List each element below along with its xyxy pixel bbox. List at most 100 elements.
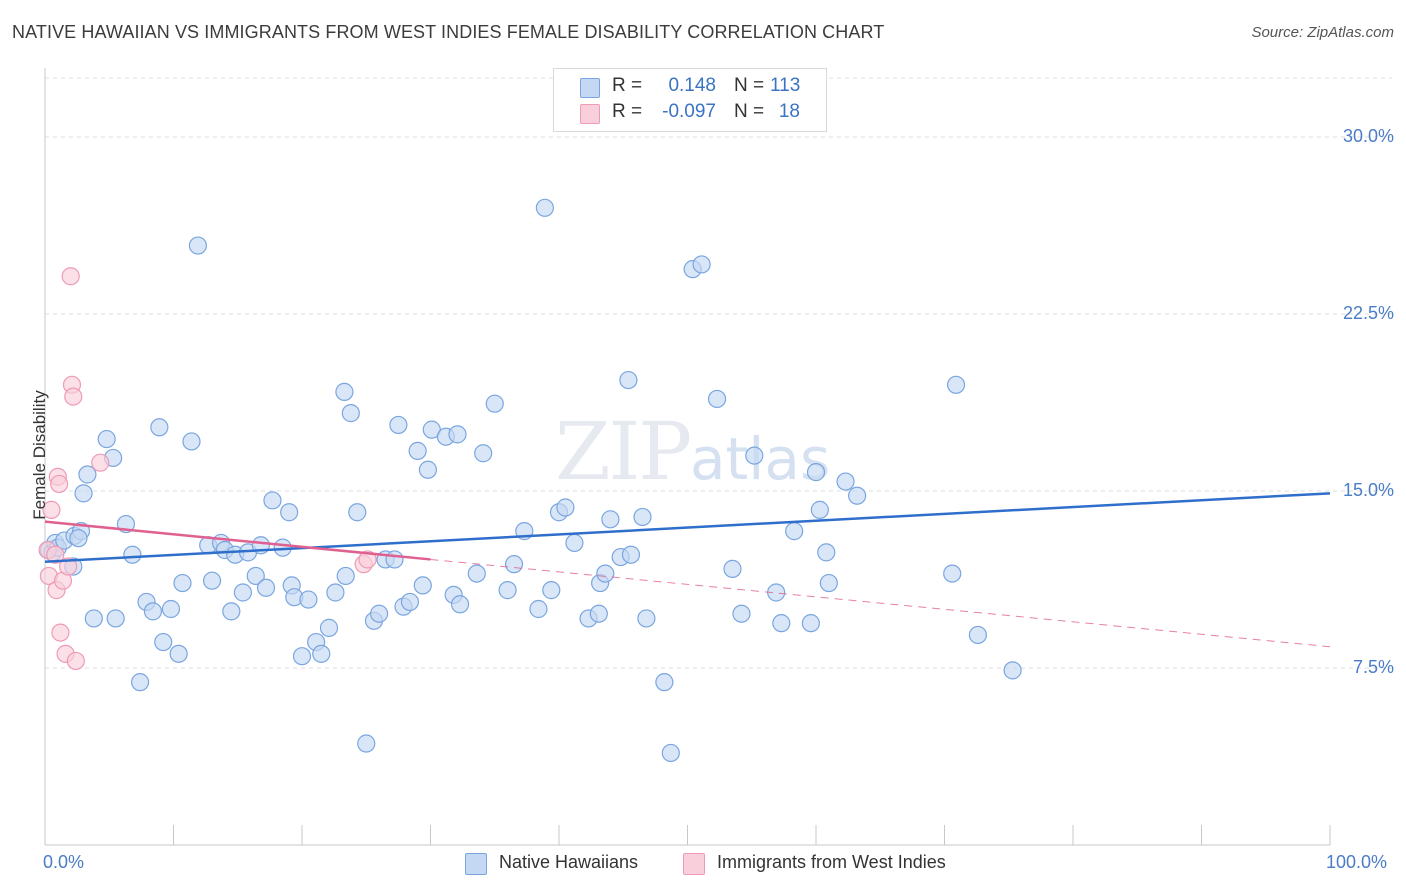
data-point-native-hawaiian [312, 644, 331, 663]
data-point-native-hawaiian [745, 446, 764, 465]
data-point-native-hawaiian [448, 425, 467, 444]
data-point-native-hawaiian [84, 609, 103, 628]
data-point-native-hawaiian [385, 550, 404, 569]
chart-title: NATIVE HAWAIIAN VS IMMIGRANTS FROM WEST … [12, 22, 885, 42]
data-point-native-hawaiian [633, 507, 652, 527]
data-point-native-hawaiian [655, 673, 674, 692]
data-point-native-hawaiian [370, 604, 389, 623]
data-point-native-hawaiian [143, 602, 163, 621]
data-point-native-hawaiian [161, 599, 181, 619]
data-point-native-hawaiian [348, 503, 367, 522]
data-point-native-hawaiian [707, 389, 727, 409]
legend-label: Immigrants from West Indies [717, 852, 946, 872]
data-point-west-indies [42, 500, 61, 519]
data-point-west-indies [358, 550, 377, 569]
x-tick-label-min: 0.0% [43, 852, 85, 872]
data-point-native-hawaiian [661, 743, 680, 763]
data-point-west-indies [61, 267, 80, 286]
data-point-native-hawaiian [389, 415, 408, 435]
data-point-native-hawaiian [319, 618, 339, 637]
stats-r-label: R = [612, 75, 643, 96]
chart-source: Source: ZipAtlas.com [1251, 24, 1394, 41]
stats-row-west-indies: R = -0.097 N = 18 [554, 101, 826, 127]
data-point-native-hawaiian [817, 543, 836, 562]
data-point-native-hawaiian [621, 545, 641, 564]
data-point-native-hawaiian [450, 595, 470, 614]
data-point-west-indies [51, 623, 70, 642]
data-point-native-hawaiian [810, 500, 829, 519]
data-point-native-hawaiian [485, 394, 504, 413]
chart-legend: Native Hawaiians Immigrants from West In… [0, 852, 1406, 876]
data-point-native-hawaiian [280, 503, 299, 522]
data-point-west-indies [50, 474, 69, 494]
data-point-native-hawaiian [498, 581, 517, 600]
data-point-native-hawaiian [182, 432, 201, 451]
data-point-native-hawaiian [97, 429, 116, 449]
data-point-native-hawaiian [692, 255, 711, 274]
data-point-native-hawaiian [848, 486, 867, 505]
data-point-native-hawaiian [806, 463, 826, 482]
stats-r-label: R = [612, 101, 643, 122]
stats-n-value: 113 [770, 75, 801, 96]
data-point-west-indies [64, 387, 83, 406]
data-point-native-hawaiian [400, 592, 420, 612]
data-point-native-hawaiian [819, 573, 838, 593]
data-point-native-hawaiian [106, 609, 125, 628]
data-point-native-hawaiian [326, 583, 345, 602]
data-point-native-hawaiian [601, 510, 620, 529]
data-point-native-hawaiian [263, 491, 282, 510]
data-point-native-hawaiian [74, 484, 93, 503]
data-point-native-hawaiian [596, 564, 615, 583]
data-point-native-hawaiian [188, 236, 208, 255]
data-point-native-hawaiian [535, 198, 554, 217]
stats-r-value: -0.097 [662, 101, 716, 122]
data-point-native-hawaiian [123, 545, 142, 564]
data-point-native-hawaiian [173, 573, 192, 593]
data-point-west-indies [66, 651, 85, 671]
legend-swatch-pink [683, 853, 705, 875]
data-point-west-indies [59, 557, 78, 576]
data-point-native-hawaiian [246, 566, 265, 586]
data-point-native-hawaiian [169, 644, 188, 663]
data-point-native-hawaiian [78, 465, 97, 484]
data-point-native-hawaiian [565, 533, 584, 553]
data-point-west-indies [91, 453, 110, 472]
data-point-native-hawaiian [589, 604, 608, 623]
data-point-native-hawaiian [357, 734, 376, 753]
stats-r-value: 0.148 [668, 75, 716, 96]
trend-line-extension [430, 558, 1331, 648]
watermark: ZIPatlas [555, 405, 830, 498]
data-point-native-hawaiian [772, 614, 791, 633]
data-point-native-hawaiian [408, 441, 427, 460]
stats-row-native-hawaiians: R = 0.148 N = 113 [554, 75, 826, 101]
data-point-native-hawaiian [69, 529, 88, 548]
legend-label: Native Hawaiians [499, 852, 639, 872]
data-point-native-hawaiian [418, 460, 438, 479]
stats-legend-box: R = 0.148 N = 113 R = -0.097 N = 18 [553, 68, 827, 132]
y-tick-label: 30.0% [1342, 126, 1394, 146]
legend-swatch-blue [465, 853, 487, 875]
data-point-native-hawaiian [836, 472, 855, 491]
stats-n-label: N = [734, 75, 765, 96]
data-point-native-hawaiian [637, 609, 656, 628]
data-point-native-hawaiian [222, 602, 241, 621]
stats-swatch-pink [580, 104, 600, 124]
data-point-native-hawaiian [723, 559, 742, 578]
trend-line-native-hawaiians [44, 492, 1331, 564]
data-point-native-hawaiian [732, 604, 751, 623]
data-point-native-hawaiian [154, 632, 173, 652]
data-point-native-hawaiian [474, 444, 493, 463]
data-point-native-hawaiian [292, 647, 312, 666]
data-point-native-hawaiian [233, 583, 252, 602]
data-point-native-hawaiian [299, 590, 318, 609]
stats-n-value: 18 [778, 101, 800, 122]
data-point-native-hawaiian [968, 625, 988, 645]
data-point-native-hawaiian [413, 576, 432, 595]
data-point-native-hawaiian [529, 599, 548, 619]
trend-line-west-indies [44, 520, 431, 561]
stats-n-label: N = [734, 101, 765, 122]
data-point-native-hawaiian [256, 578, 276, 597]
data-point-native-hawaiian [943, 564, 962, 583]
y-tick-label: 7.5% [1352, 657, 1394, 677]
